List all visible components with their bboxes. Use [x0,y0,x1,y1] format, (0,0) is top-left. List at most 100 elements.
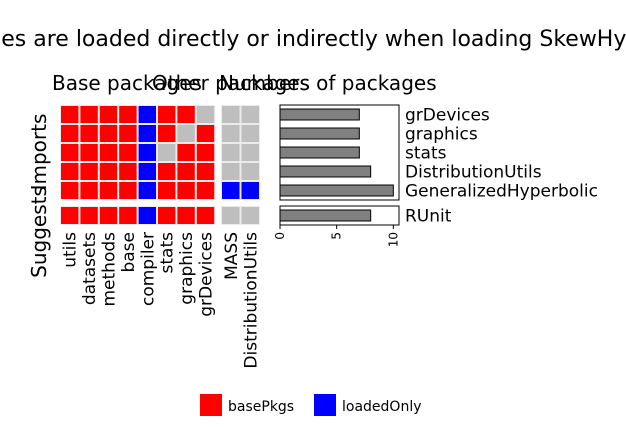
bar [279,209,372,222]
x-tick-label: datasets [80,232,100,305]
heatmap-cell [61,182,79,199]
heatmap-cell [241,182,259,199]
heatmap-cell [222,207,240,224]
chart-title: Namespaces are loaded directly or indire… [0,27,626,52]
heatmap-cell [241,106,259,123]
heatmap-cell [222,144,240,161]
row-group-label-imports: Imports [27,114,51,191]
heatmap-cell [138,125,156,142]
panel-title-base: Base packages [52,71,202,95]
x-tick-value: 10 [386,232,400,247]
heatmap-cell [241,144,259,161]
heatmap-cell [119,207,137,224]
heatmap-cell [99,144,118,161]
legend-label: loadedOnly [342,399,422,415]
heatmap-cell [80,207,98,224]
heatmap-cell [158,144,176,161]
heatmap-cell [138,207,156,224]
heatmap-cell [158,163,176,180]
heatmap-cell [119,182,137,199]
heatmap-cell [196,163,215,180]
heatmap-cell [80,125,98,142]
bar-category-label: DistributionUtils [405,163,542,183]
legend-swatch [200,394,222,416]
heatmap-cell [99,163,118,180]
heatmap-cell [196,144,215,161]
bar-category-label: stats [405,144,447,164]
heatmap-cell [177,163,195,180]
heatmap-cell [138,106,156,123]
base-panel-bg-suggests [60,206,216,225]
x-tick-label: base [119,232,139,273]
heatmap-cell [99,106,118,123]
legend-label: basePkgs [228,399,294,415]
bar-category-label: grDevices [405,106,490,126]
heatmap-cell [61,106,79,123]
heatmap-cell [138,163,156,180]
x-tick-value: 0 [273,232,287,240]
heatmap-cell [177,144,195,161]
x-tick-label: DistributionUtils [241,232,261,369]
heatmap-cell [196,125,215,142]
legend-swatch [314,394,336,416]
base-packages-heatmap: utils datasets methods base compiler stats gra… [60,105,217,317]
heatmap-cell [196,106,215,123]
heatmap-cell [80,144,98,161]
panel-title-other: Other packages [152,71,310,95]
bar-category-label: GeneralizedHyperbolic [405,182,598,202]
heatmap-cell [158,182,176,199]
panel-title-numbers: Numbers of packages [219,71,437,95]
heatmap-cell [99,182,118,199]
heatmap-cell [177,106,195,123]
other-packages-heatmap: MASS DistributionUtils [221,105,261,369]
x-tick-label: stats [158,232,178,274]
x-tick-label: grDevices [197,232,217,317]
heatmap-cell [119,144,137,161]
heatmap-cell [158,125,176,142]
heatmap-cell [138,182,156,199]
bar [279,165,372,178]
legend: basePkgs loadedOnly [200,394,422,416]
heatmap-cell [61,125,79,142]
heatmap-cell [222,182,240,199]
heatmap-cell [196,182,215,199]
heatmap-cell [158,106,176,123]
x-tick-value: 5 [330,232,344,240]
x-tick-label: methods [100,232,120,307]
bar [279,184,394,197]
x-tick-label: MASS [222,232,242,280]
heatmap-cell [177,182,195,199]
bar [279,127,360,140]
bar-category-label: graphics [405,125,478,145]
heatmap-cell [158,207,176,224]
heatmap-cell [241,207,259,224]
x-tick-label: graphics [177,232,197,305]
heatmap-cell [119,125,137,142]
heatmap-cell [119,163,137,180]
heatmap-cell [177,207,195,224]
heatmap-cell [99,207,118,224]
x-tick-label: utils [61,232,81,268]
heatmap-cell [138,144,156,161]
heatmap-cell [80,182,98,199]
heatmap-cell [196,207,215,224]
heatmap-cell [61,163,79,180]
x-tick-label: compiler [138,232,158,306]
heatmap-cell [241,163,259,180]
heatmap-cell [222,163,240,180]
numbers-bar-chart: grDevicesgraphicsstatsDistributionUtilsG… [273,104,598,247]
bar [279,108,360,121]
bar [279,146,360,159]
heatmap-cell [61,144,79,161]
heatmap-cell [222,125,240,142]
heatmap-cell [99,125,118,142]
heatmap-cell [222,106,240,123]
heatmap-cell [119,106,137,123]
heatmap-cell [241,125,259,142]
heatmap-cell [61,207,79,224]
heatmap-cell [177,125,195,142]
heatmap-cell [80,106,98,123]
heatmap-cell [80,163,98,180]
